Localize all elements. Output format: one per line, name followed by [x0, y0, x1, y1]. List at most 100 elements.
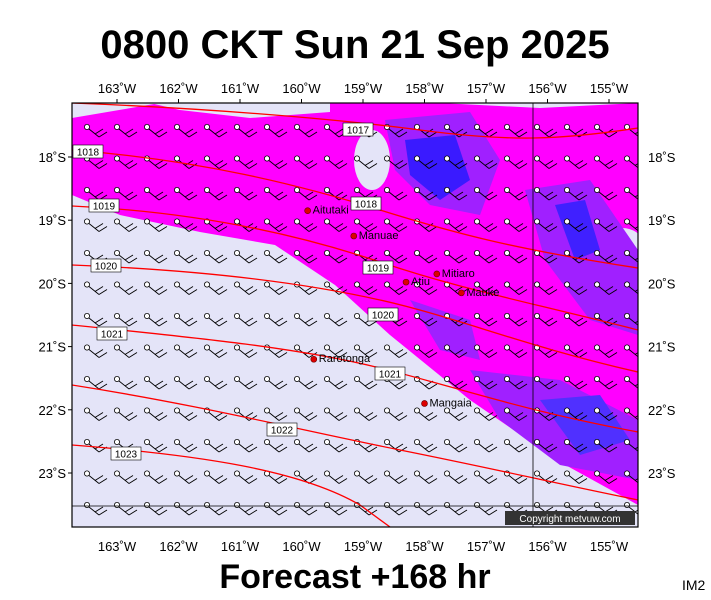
barb: [118, 349, 138, 358]
barb: [298, 317, 318, 327]
lat-label: 21˚S: [648, 340, 676, 355]
barb: [628, 223, 638, 232]
barb-station: [293, 407, 300, 414]
barb: [598, 349, 618, 358]
barb-station: [323, 344, 330, 351]
barb: [388, 475, 408, 484]
barb: [598, 254, 618, 264]
barb-station: [143, 501, 150, 508]
barb-station: [173, 470, 180, 477]
barb-station: [443, 249, 450, 256]
barb: [418, 317, 438, 327]
barb-station: [353, 281, 360, 288]
barb: [448, 160, 468, 169]
barb-station: [173, 218, 180, 225]
lon-label: 156˚W: [528, 539, 567, 554]
barb: [178, 412, 198, 421]
barb: [268, 223, 288, 232]
barb: [298, 223, 318, 232]
barb-station: [323, 249, 330, 256]
barb-station: [323, 124, 330, 131]
barb: [388, 443, 408, 453]
barb: [388, 160, 408, 169]
barb: [538, 475, 558, 484]
barb: [178, 380, 198, 390]
barb: [268, 380, 288, 390]
barb-station: [233, 438, 240, 445]
barb-station: [564, 501, 571, 508]
barb: [88, 286, 108, 295]
barb-station: [594, 155, 601, 162]
barb: [448, 191, 468, 201]
barb-station: [353, 155, 360, 162]
barb: [178, 317, 198, 327]
barb-station: [264, 534, 269, 539]
barb: [358, 506, 378, 516]
barb-station: [564, 155, 571, 162]
barb: [538, 380, 558, 390]
barb: [298, 191, 318, 201]
isobar-label: 1018: [355, 200, 378, 211]
barb-station: [473, 344, 480, 351]
barb-station: [444, 534, 449, 539]
barb: [208, 349, 228, 358]
barb-station: [473, 218, 480, 225]
barb-station: [233, 375, 240, 382]
barb-station: [383, 344, 390, 351]
barb-station: [203, 501, 210, 508]
barb: [148, 128, 168, 138]
barb: [208, 380, 228, 390]
barb-station: [293, 186, 300, 193]
barb-station: [564, 470, 571, 477]
barb: [328, 349, 348, 358]
barb: [538, 160, 558, 169]
barb: [208, 506, 228, 516]
barb: [88, 128, 108, 138]
barb: [358, 412, 378, 421]
barb: [508, 128, 528, 138]
barb-station: [503, 407, 510, 414]
barb: [448, 254, 468, 264]
barb: [178, 128, 198, 138]
barb-station: [443, 344, 450, 351]
barb: [328, 223, 348, 232]
barb-station: [263, 407, 270, 414]
barb: [569, 539, 587, 547]
barb: [478, 443, 498, 453]
barb: [118, 286, 138, 295]
barb: [88, 506, 108, 516]
barb-station: [503, 438, 510, 445]
barb-station: [173, 312, 180, 319]
barb: [238, 254, 258, 264]
barb-station: [143, 407, 150, 414]
barb-station: [84, 281, 91, 288]
barb: [568, 380, 588, 390]
lat-label: 20˚S: [39, 276, 67, 291]
barb: [418, 160, 438, 169]
barb: [508, 160, 528, 169]
barb-station: [383, 249, 390, 256]
barb: [298, 160, 318, 169]
isobar-label: 1021: [101, 330, 124, 341]
barb-station: [564, 281, 571, 288]
barb-station: [383, 155, 390, 162]
barb-station: [473, 249, 480, 256]
barb-station: [443, 501, 450, 508]
isobar-label: 1017: [347, 126, 370, 137]
barb-station: [114, 218, 121, 225]
barb-station: [534, 155, 541, 162]
barb-station: [473, 470, 480, 477]
barb-station: [114, 186, 121, 193]
barb-station: [84, 407, 91, 414]
barb-station: [534, 438, 541, 445]
barb-station: [173, 407, 180, 414]
barb-station: [173, 124, 180, 131]
barb-station: [473, 312, 480, 319]
barb-station: [233, 186, 240, 193]
barb-station: [173, 344, 180, 351]
barb-station: [203, 470, 210, 477]
lat-label: 19˚S: [39, 213, 67, 228]
barb-station: [353, 218, 360, 225]
barb-station: [594, 344, 601, 351]
barb-station: [564, 312, 571, 319]
